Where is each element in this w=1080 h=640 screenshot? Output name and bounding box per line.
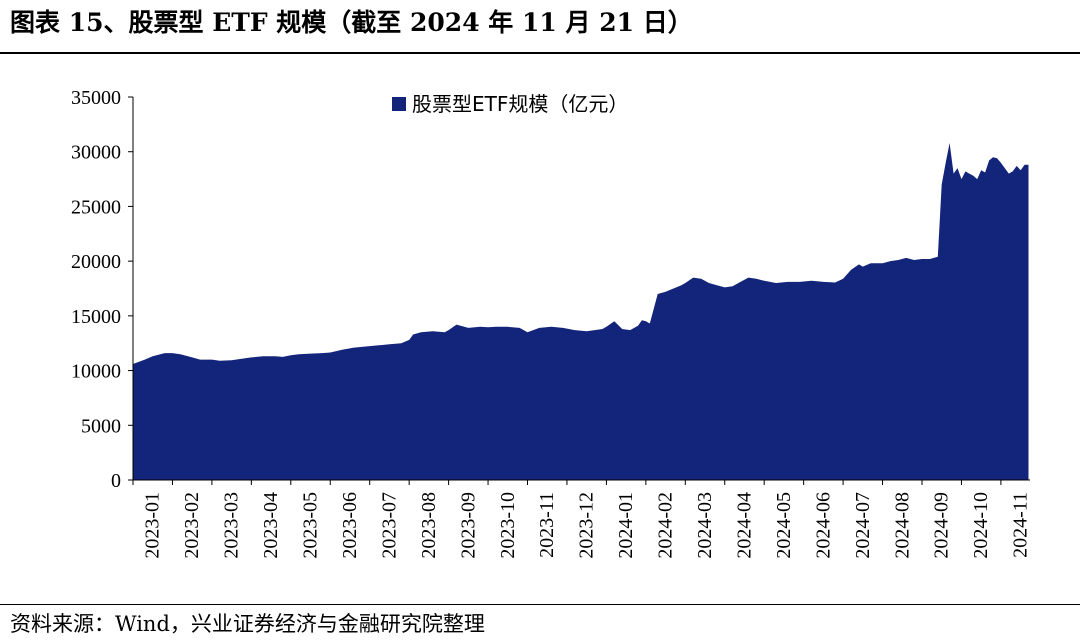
x-tick-label: 2024-10 [970,492,992,559]
y-tick-label: 35000 [71,87,121,109]
y-tick-label: 20000 [71,251,121,273]
x-tick-label: 2023-07 [378,492,400,559]
x-tick-label: 2023-02 [181,492,203,559]
y-tick-label: 5000 [81,415,121,437]
y-tick-label: 10000 [71,361,121,383]
legend-label: 股票型ETF规模（亿元） [412,92,628,116]
y-tick-labels: 0 5000 10000 15000 20000 25000 30000 35000 [71,87,121,492]
top-rule [0,52,1080,54]
x-tick-label: 2023-11 [536,492,558,558]
x-tick-labels: 2023-01 2023-02 2023-03 2023-04 2023-05 2023-… [142,492,1032,559]
area-series-etf-scale [133,143,1029,480]
x-tick-label: 2024-08 [891,492,913,559]
x-tick-label: 2024-07 [852,492,874,559]
x-tick-label: 2024-02 [655,492,677,559]
x-tick-label: 2024-09 [931,492,953,559]
y-tick-label: 0 [111,470,121,492]
x-tick-label: 2023-03 [221,492,243,559]
x-tick-label: 2024-05 [773,492,795,559]
x-tick-label: 2024-01 [615,492,637,559]
legend: 股票型ETF规模（亿元） [392,92,628,116]
x-tick-label: 2023-12 [576,492,598,559]
y-tick-label: 30000 [71,142,121,164]
x-tick-label: 2024-11 [1010,492,1032,558]
y-tick-label: 15000 [71,306,121,328]
legend-swatch [392,97,406,111]
x-tick-label: 2024-03 [694,492,716,559]
area-layer [133,143,1029,480]
bottom-rule [0,604,1080,605]
x-tick-label: 2023-01 [142,492,164,559]
x-tick-label: 2023-04 [260,492,282,559]
axis-layer [128,96,1030,485]
x-tick-label: 2023-05 [300,492,322,559]
x-tick-label: 2024-06 [812,492,834,559]
figure-title: 图表 15、股票型 ETF 规模（截至 2024 年 11 月 21 日） [10,8,693,37]
x-tick-label: 2023-06 [339,492,361,559]
source-note: 资料来源：Wind，兴业证券经济与金融研究院整理 [10,612,485,636]
x-tick-label: 2023-10 [497,492,519,559]
x-tick-label: 2023-09 [457,492,479,559]
y-tick-label: 25000 [71,196,121,218]
x-tick-label: 2023-08 [418,492,440,559]
etf-scale-chart: 0 5000 10000 15000 20000 25000 30000 35000 2023… [71,87,1032,559]
x-tick-label: 2024-04 [733,492,755,559]
